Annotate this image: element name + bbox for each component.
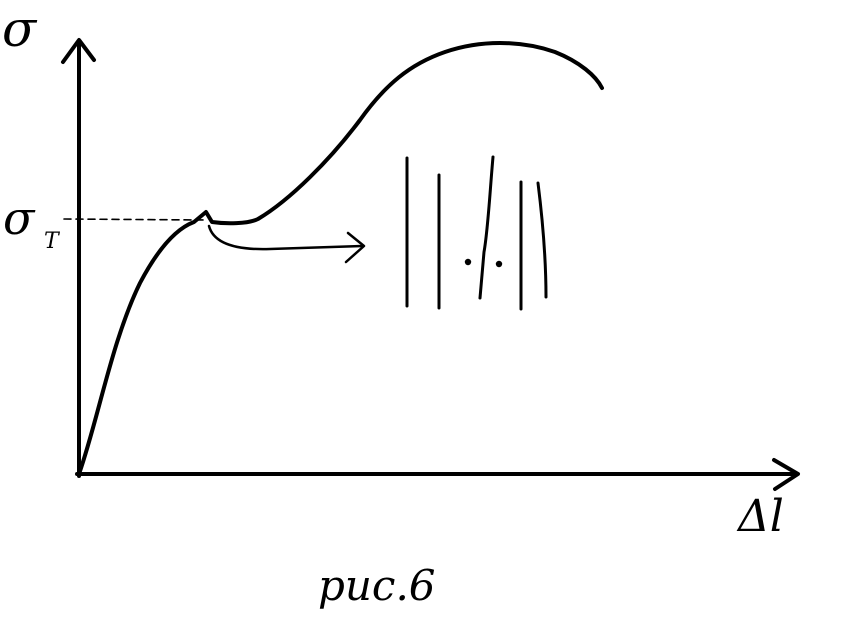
- x-axis-label: Δl: [736, 491, 784, 542]
- stress-strain-curve: [77, 41, 604, 476]
- callout-arrow: [207, 224, 366, 264]
- y-axis-label: σ: [2, 0, 38, 58]
- yield-stress-label: σ T: [3, 191, 61, 254]
- yield-symbol: σ: [3, 191, 36, 245]
- x-axis: [75, 458, 800, 491]
- specimen-sketch: [405, 155, 548, 311]
- y-axis: [61, 38, 96, 478]
- yield-subscript: T: [44, 229, 61, 254]
- figure-caption: рис.6: [318, 561, 436, 610]
- yield-dashed-line: [63, 218, 206, 221]
- specimen-dot: [495, 260, 503, 268]
- specimen-dot: [464, 258, 472, 266]
